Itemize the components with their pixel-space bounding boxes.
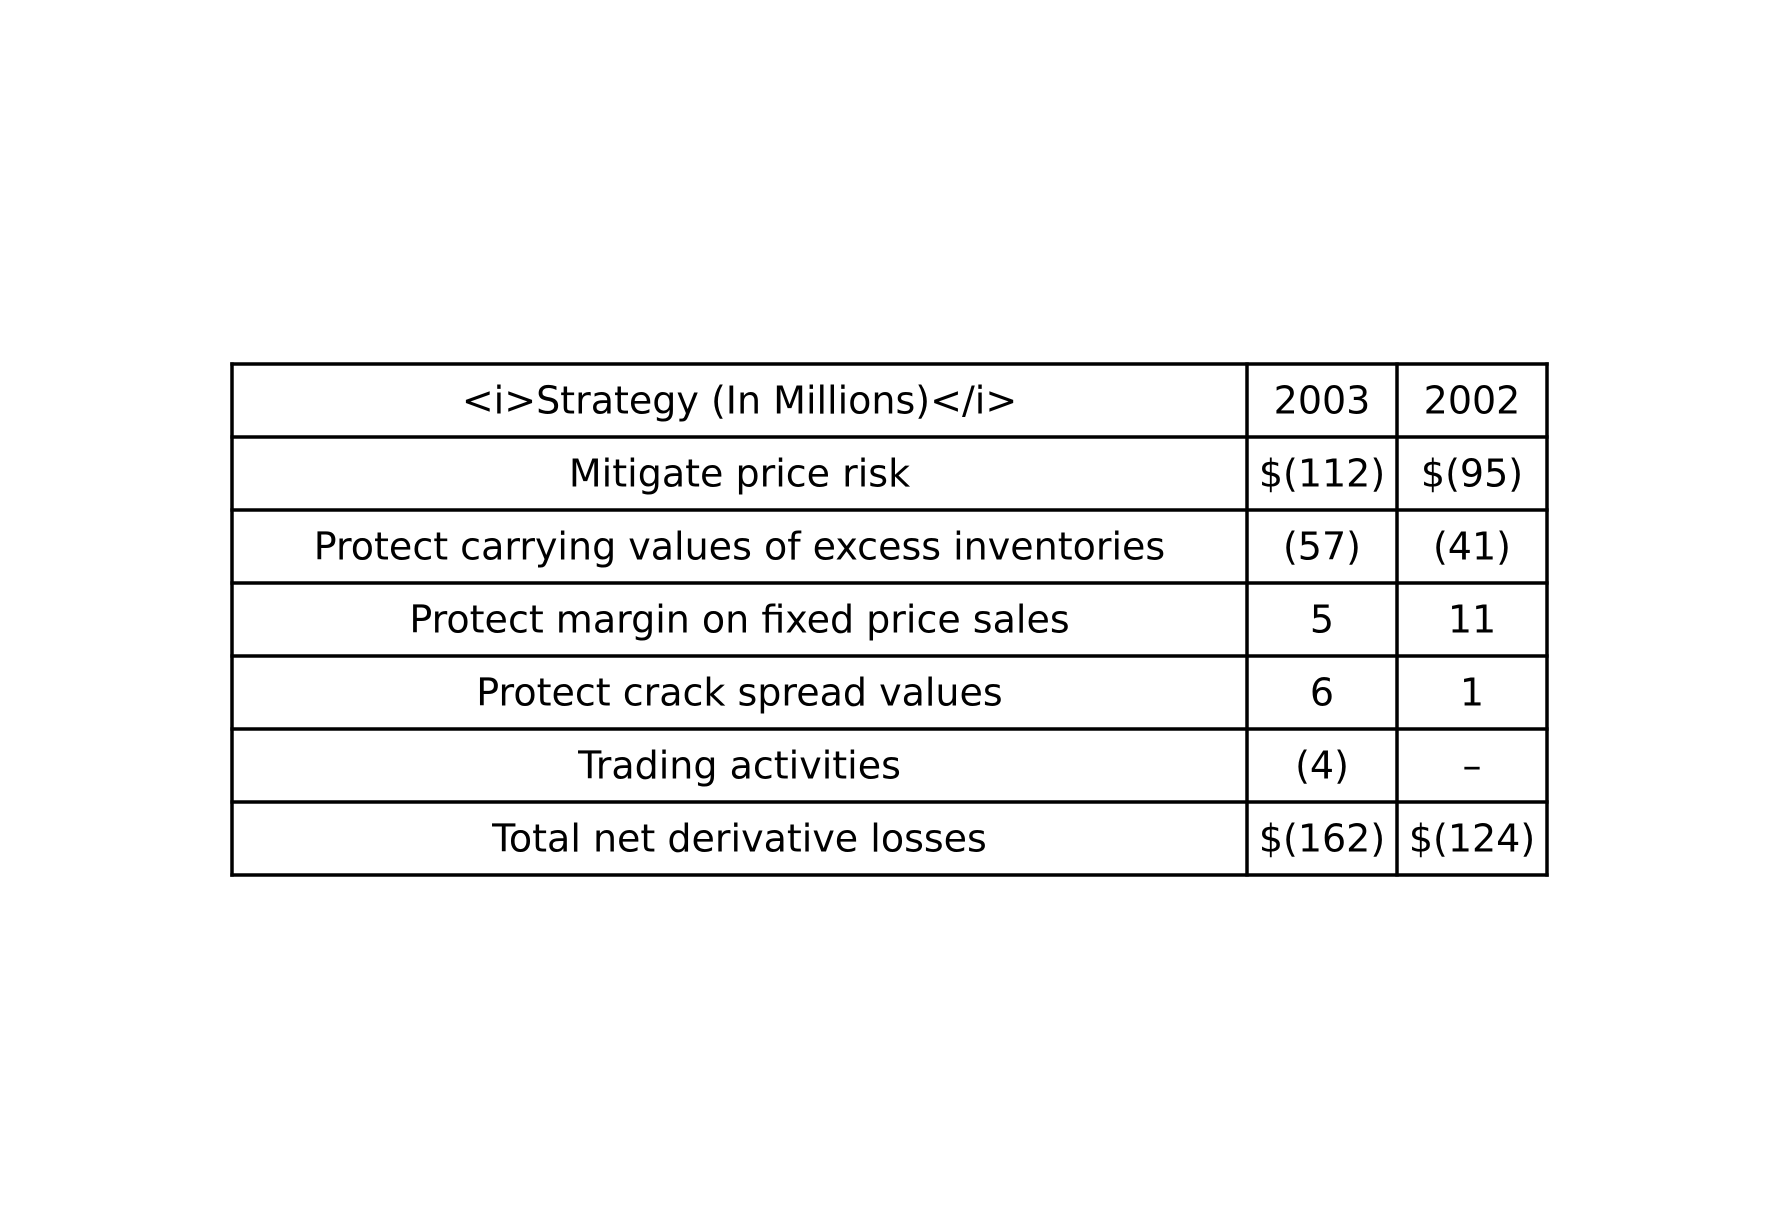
header-strategy: <i>Strategy (In Millions)</i> (462, 379, 1017, 423)
table-cell-value: $(95) (1421, 452, 1523, 496)
table-cell-value: $(124) (1409, 817, 1535, 861)
row-label: Protect crack spread values (476, 671, 1002, 715)
table-cell-value: 6 (1310, 671, 1334, 715)
table-cell-value: (41) (1433, 525, 1511, 569)
row-label: Mitigate price risk (569, 452, 910, 496)
table-cell-value: 11 (1448, 598, 1496, 642)
table-cell-value: 1 (1460, 671, 1484, 715)
header-year-2002: 2002 (1424, 379, 1521, 423)
row-label: Trading activities (577, 744, 901, 788)
table-grid (230, 362, 1549, 877)
table-cell-value: (57) (1283, 525, 1361, 569)
header-year-2003: 2003 (1274, 379, 1371, 423)
table-cells: <i>Strategy (In Millions)</i> 2003 2002 Mit… (314, 379, 1535, 861)
row-label: Protect carrying values of excess invent… (314, 525, 1165, 569)
table-cell-value: 5 (1310, 598, 1334, 642)
table-cell-value: (4) (1295, 744, 1349, 788)
table-cell-value: $(112) (1259, 452, 1385, 496)
row-label: Total net derivative losses (491, 817, 987, 861)
row-label: Protect margin on fixed price sales (409, 598, 1069, 642)
table-cell-value: $(162) (1259, 817, 1385, 861)
table-cell-value: – (1463, 744, 1482, 788)
